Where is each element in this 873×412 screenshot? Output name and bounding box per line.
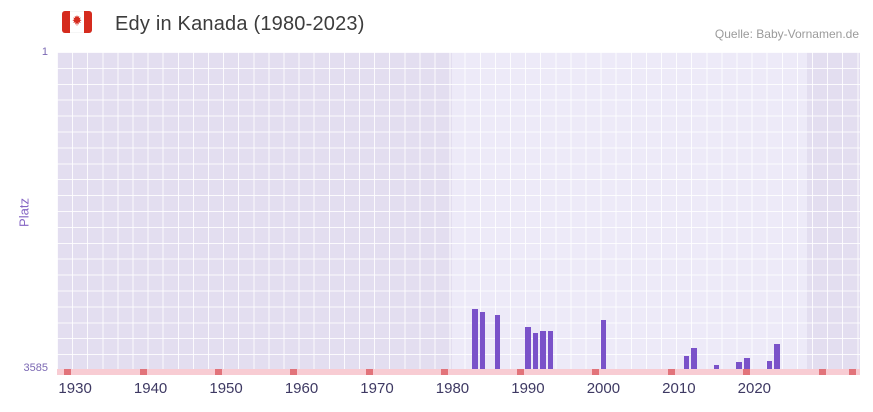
bar-2015[interactable] [713,365,720,370]
y-axis-title: Platz [16,198,32,227]
x-tick-label: 1980 [435,380,470,397]
bar-2011[interactable] [683,356,690,370]
bar-1983[interactable] [472,309,478,370]
x-tick-label: 2000 [586,380,621,397]
x-tick-label: 1990 [511,380,545,397]
chart-title: Edy in Kanada (1980-2023) [115,13,365,35]
no-data-mark [667,369,675,375]
bar-2022[interactable] [766,360,773,370]
bar-1991[interactable] [532,333,539,370]
no-data-mark [592,369,600,375]
no-data-mark [139,369,147,375]
no-data-mark [848,369,856,375]
bar-2000[interactable] [600,319,607,370]
no-data-mark [64,369,72,375]
no-data-mark [365,369,373,375]
no-data-mark [215,369,222,375]
grid-lines [57,52,860,370]
bar-2012[interactable] [691,348,697,370]
canada-flag-icon [61,10,93,34]
no-data-mark [818,369,826,375]
x-tick-label: 1970 [360,380,394,397]
source-label: Quelle: Baby-Vornamen.de [714,27,859,41]
no-data-mark [516,369,524,375]
bar-1990[interactable] [525,326,531,370]
x-tick-label: 1960 [284,380,319,397]
y-tick-max: 1 [41,46,48,58]
x-tick-label: 1950 [209,380,243,397]
no-data-strip [57,369,860,375]
bar-2023[interactable] [774,343,780,370]
bar-2018[interactable] [736,361,742,370]
x-tick-label: 2020 [737,380,772,397]
x-tick-label: 1930 [58,380,92,397]
y-tick-min: 3585 [23,362,48,374]
x-axis: 1930 1940 1950 1960 1970 1980 1990 2000 2010 2020 [57,380,860,402]
plot-area[interactable] [57,52,860,370]
no-data-rug [57,369,860,375]
no-data-mark [743,369,751,375]
bar-1986[interactable] [494,314,501,370]
bars-container [57,52,860,370]
no-data-mark [290,369,298,375]
no-data-mark [441,369,449,375]
bar-1992[interactable] [540,330,546,370]
bar-2019[interactable] [744,358,750,370]
x-tick-label: 1940 [133,380,168,397]
bar-1993[interactable] [547,331,554,370]
x-tick-label: 2010 [662,380,696,397]
bar-1984[interactable] [479,311,486,370]
